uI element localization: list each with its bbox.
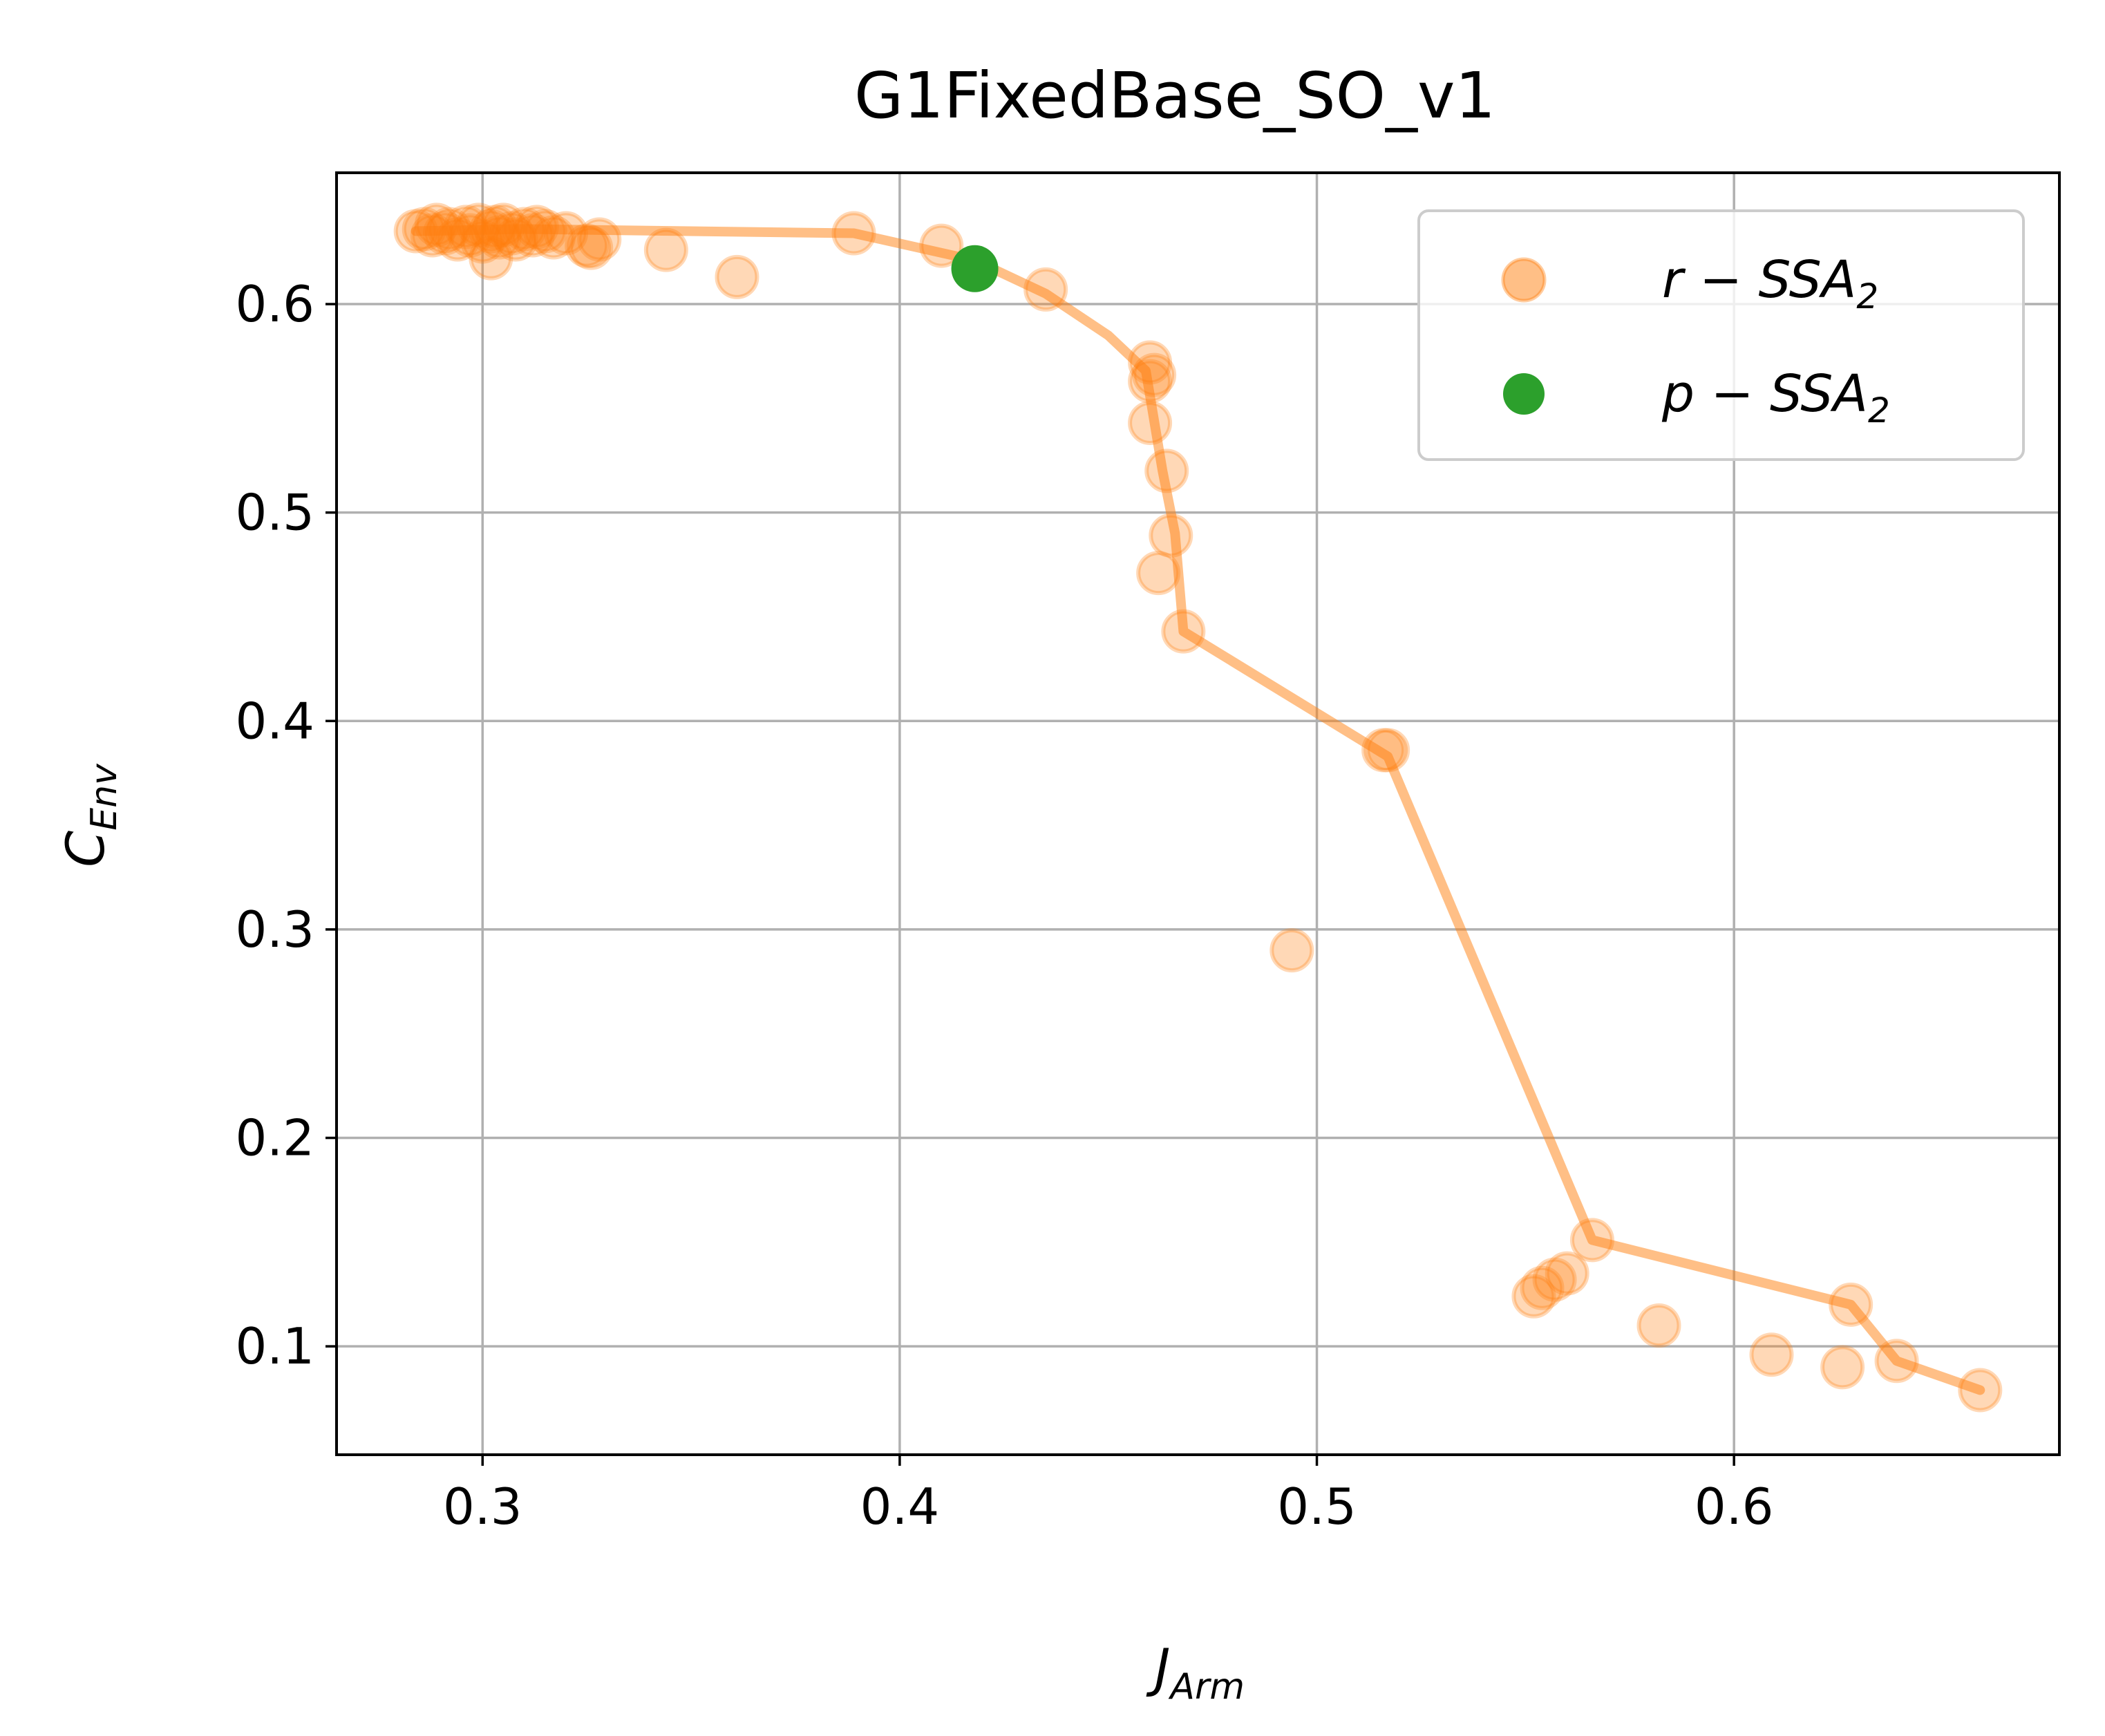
data-point-r-ssa2	[1269, 928, 1314, 973]
data-point-r-ssa2	[473, 205, 518, 249]
data-point-r-ssa2	[1128, 400, 1173, 445]
y-tick-label: 0.6	[235, 275, 314, 333]
data-point-r-ssa2	[422, 211, 467, 256]
data-point-r-ssa2	[414, 202, 459, 247]
data-point-r-ssa2	[543, 211, 588, 256]
data-point-r-ssa2	[643, 227, 688, 272]
data-point-r-ssa2	[1136, 551, 1181, 596]
data-point-r-ssa2	[1128, 359, 1173, 404]
legend-label-p-ssa2-main: p − SSA	[1661, 364, 1868, 424]
data-point-r-ssa2	[493, 217, 538, 262]
x-tick-label: 0.5	[1277, 1478, 1357, 1536]
data-point-r-ssa2	[469, 209, 513, 254]
data-point-r-ssa2	[477, 215, 522, 260]
data-point-r-ssa2	[715, 254, 759, 299]
data-point-r-ssa2	[489, 211, 534, 256]
data-point-r-ssa2	[569, 225, 614, 270]
data-point-p-ssa2	[951, 245, 999, 292]
legend-label-r-ssa2-sub: 2	[1856, 276, 1878, 317]
data-point-r-ssa2	[514, 205, 559, 249]
data-point-r-ssa2	[1569, 1218, 1614, 1263]
data-point-r-ssa2	[469, 236, 513, 281]
data-point-r-ssa2	[1161, 609, 1206, 654]
data-points	[393, 202, 2003, 1413]
data-point-r-ssa2	[510, 213, 555, 258]
data-point-r-ssa2	[393, 209, 438, 254]
data-point-r-ssa2	[1749, 1332, 1794, 1377]
y-tick-label: 0.5	[235, 484, 314, 542]
x-tick-label: 0.6	[1695, 1478, 1774, 1536]
y-tick-label: 0.3	[235, 900, 314, 959]
legend-marker-p-ssa2	[1503, 373, 1545, 415]
data-point-r-ssa2	[1520, 1265, 1565, 1310]
legend-box	[1417, 209, 2025, 461]
data-point-r-ssa2	[565, 223, 610, 268]
frontier-line	[410, 224, 1985, 1395]
y-tick-label: 0.4	[235, 692, 314, 750]
data-point-r-ssa2	[522, 209, 567, 254]
x-tick-label: 0.4	[860, 1478, 940, 1536]
x-tick-label: 0.3	[443, 1478, 522, 1536]
data-point-r-ssa2	[577, 217, 622, 262]
data-point-r-ssa2	[448, 213, 493, 258]
legend-label-r-ssa2: r − SSA2	[1662, 250, 1878, 317]
data-point-r-ssa2	[531, 215, 576, 260]
legend-label-p-ssa2-sub: 2	[1868, 390, 1890, 431]
legend-label-r-ssa2-main: r − SSA	[1662, 250, 1856, 310]
data-point-r-ssa2	[481, 202, 526, 247]
y-axis-label-sub: Env	[84, 763, 125, 831]
data-point-r-ssa2	[831, 211, 876, 256]
data-point-r-ssa2	[1361, 728, 1406, 773]
data-point-r-ssa2	[1128, 340, 1173, 385]
y-axis-label: CEnv	[55, 763, 125, 867]
y-axis-label-base: C	[55, 831, 116, 867]
data-point-r-ssa2	[1545, 1251, 1589, 1296]
legend-label-p-ssa2: p − SSA2	[1661, 364, 1890, 431]
data-point-r-ssa2	[502, 207, 547, 252]
data-point-r-ssa2	[1132, 352, 1177, 397]
data-point-r-ssa2	[1874, 1339, 1919, 1384]
legend-marker-r-ssa2	[1501, 257, 1547, 303]
data-point-r-ssa2	[410, 213, 455, 258]
data-point-r-ssa2	[1023, 267, 1068, 312]
y-tick-label: 0.2	[235, 1109, 314, 1167]
x-axis-ticks: 0.3 0.4 0.5 0.6	[443, 1455, 1773, 1536]
y-axis-ticks: 0.1 0.2 0.3 0.4 0.5 0.6	[235, 275, 337, 1375]
data-point-r-ssa2	[1149, 513, 1193, 558]
chart-title: G1FixedBase_SO_v1	[854, 59, 1495, 133]
x-axis-label-sub: Arm	[1168, 1666, 1245, 1708]
data-point-r-ssa2	[426, 207, 471, 252]
data-point-r-ssa2	[402, 207, 446, 252]
data-point-r-ssa2	[1829, 1282, 1873, 1327]
data-point-r-ssa2	[1820, 1345, 1865, 1390]
data-point-r-ssa2	[456, 202, 501, 247]
data-point-r-ssa2	[1366, 728, 1410, 773]
y-tick-label: 0.1	[235, 1317, 314, 1375]
data-point-r-ssa2	[1636, 1303, 1681, 1348]
data-point-r-ssa2	[444, 205, 489, 249]
plot-frame	[335, 171, 2061, 1456]
data-point-r-ssa2	[1532, 1257, 1577, 1302]
data-point-r-ssa2	[1144, 449, 1189, 493]
frontier-line-layer	[410, 224, 1985, 1395]
data-point-r-ssa2	[919, 223, 964, 268]
legend: r − SSA2 p − SSA2	[1417, 209, 2025, 461]
data-point-r-ssa2	[460, 219, 505, 264]
data-point-r-ssa2	[1958, 1368, 2003, 1413]
data-point-r-ssa2	[435, 217, 480, 262]
data-point-r-ssa2	[1511, 1274, 1556, 1319]
